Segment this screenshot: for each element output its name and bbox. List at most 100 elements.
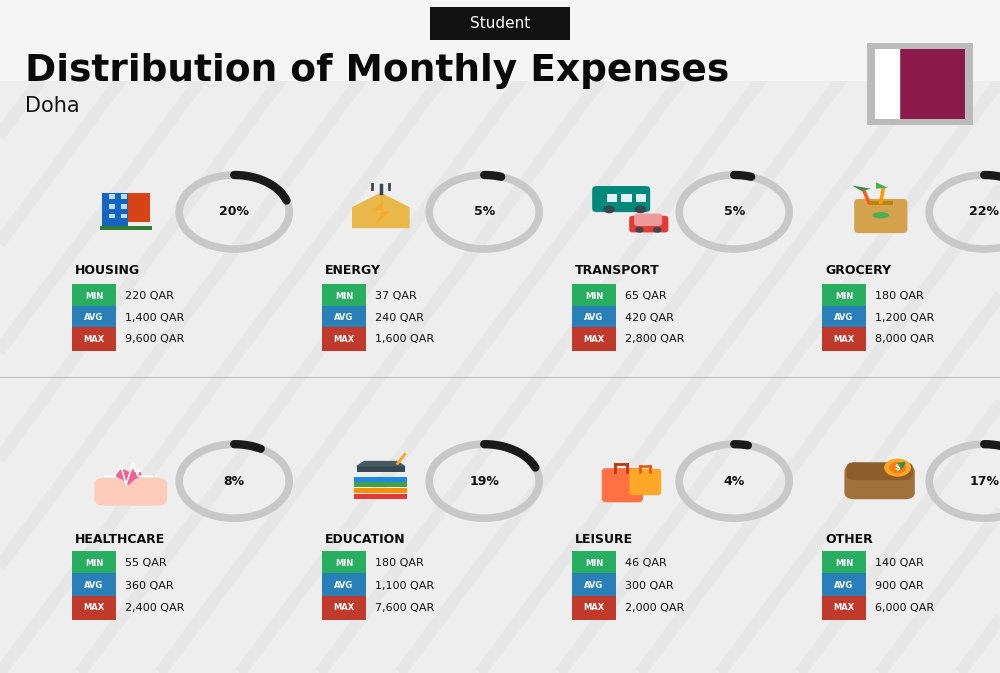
- FancyBboxPatch shape: [109, 213, 115, 219]
- Text: MIN: MIN: [85, 291, 103, 301]
- Text: AVG: AVG: [84, 581, 104, 590]
- Text: Distribution of Monthly Expenses: Distribution of Monthly Expenses: [25, 52, 729, 89]
- Text: 1,400 QAR: 1,400 QAR: [125, 313, 184, 322]
- FancyBboxPatch shape: [72, 573, 116, 598]
- Text: 65 QAR: 65 QAR: [625, 291, 667, 301]
- Text: $: $: [895, 463, 901, 472]
- Polygon shape: [891, 49, 900, 57]
- FancyBboxPatch shape: [72, 596, 116, 620]
- Polygon shape: [891, 73, 900, 80]
- Text: 20%: 20%: [219, 205, 249, 219]
- Text: MIN: MIN: [585, 559, 603, 568]
- Text: 360 QAR: 360 QAR: [125, 581, 174, 590]
- Polygon shape: [891, 112, 900, 120]
- Text: MIN: MIN: [85, 559, 103, 568]
- Text: 180 QAR: 180 QAR: [875, 291, 924, 301]
- Text: MAX: MAX: [583, 603, 605, 612]
- Text: MAX: MAX: [83, 334, 105, 344]
- FancyBboxPatch shape: [636, 194, 646, 202]
- Text: 6,000 QAR: 6,000 QAR: [875, 603, 934, 612]
- Text: MIN: MIN: [835, 291, 853, 301]
- Text: 22%: 22%: [969, 205, 999, 219]
- Text: MAX: MAX: [583, 334, 605, 344]
- FancyBboxPatch shape: [867, 43, 973, 125]
- Text: GROCERY: GROCERY: [825, 264, 891, 277]
- FancyBboxPatch shape: [322, 306, 366, 330]
- Text: MAX: MAX: [83, 603, 105, 612]
- Text: 7,600 QAR: 7,600 QAR: [375, 603, 434, 612]
- FancyBboxPatch shape: [121, 213, 127, 219]
- Text: AVG: AVG: [834, 313, 854, 322]
- Text: MAX: MAX: [333, 334, 355, 344]
- FancyBboxPatch shape: [572, 327, 616, 351]
- Text: 17%: 17%: [969, 474, 999, 488]
- Text: HOUSING: HOUSING: [75, 264, 140, 277]
- FancyBboxPatch shape: [354, 494, 407, 499]
- Text: AVG: AVG: [84, 313, 104, 322]
- Text: 4%: 4%: [724, 474, 745, 488]
- Text: OTHER: OTHER: [825, 533, 873, 546]
- Polygon shape: [891, 65, 900, 73]
- FancyBboxPatch shape: [72, 551, 116, 575]
- Text: MAX: MAX: [333, 603, 355, 612]
- Text: AVG: AVG: [584, 313, 604, 322]
- FancyBboxPatch shape: [322, 596, 366, 620]
- Polygon shape: [374, 201, 390, 223]
- Text: 9,600 QAR: 9,600 QAR: [125, 334, 184, 344]
- FancyBboxPatch shape: [572, 551, 616, 575]
- Text: 37 QAR: 37 QAR: [375, 291, 417, 301]
- FancyBboxPatch shape: [322, 551, 366, 575]
- Circle shape: [653, 227, 662, 233]
- FancyBboxPatch shape: [602, 468, 643, 502]
- Circle shape: [635, 227, 644, 233]
- FancyBboxPatch shape: [875, 49, 902, 120]
- Text: 46 QAR: 46 QAR: [625, 559, 667, 568]
- Text: TRANSPORT: TRANSPORT: [575, 264, 660, 277]
- Text: 8%: 8%: [224, 474, 245, 488]
- FancyBboxPatch shape: [572, 306, 616, 330]
- Text: 55 QAR: 55 QAR: [125, 559, 167, 568]
- Text: LEISURE: LEISURE: [575, 533, 633, 546]
- Text: 2,000 QAR: 2,000 QAR: [625, 603, 684, 612]
- Polygon shape: [352, 192, 410, 228]
- Text: 2,800 QAR: 2,800 QAR: [625, 334, 684, 344]
- Text: MAX: MAX: [833, 334, 855, 344]
- FancyBboxPatch shape: [94, 478, 167, 505]
- FancyBboxPatch shape: [72, 327, 116, 351]
- Text: 1,200 QAR: 1,200 QAR: [875, 313, 934, 322]
- Circle shape: [128, 470, 141, 479]
- FancyBboxPatch shape: [844, 465, 915, 499]
- FancyBboxPatch shape: [121, 204, 127, 209]
- Circle shape: [884, 458, 911, 476]
- Circle shape: [603, 205, 615, 213]
- Polygon shape: [891, 80, 900, 88]
- FancyBboxPatch shape: [322, 284, 366, 308]
- FancyBboxPatch shape: [322, 327, 366, 351]
- FancyBboxPatch shape: [72, 284, 116, 308]
- Polygon shape: [356, 461, 406, 466]
- Text: AVG: AVG: [834, 581, 854, 590]
- FancyBboxPatch shape: [822, 327, 866, 351]
- FancyBboxPatch shape: [869, 201, 893, 205]
- FancyBboxPatch shape: [128, 192, 150, 221]
- FancyBboxPatch shape: [100, 226, 152, 229]
- Text: 2,400 QAR: 2,400 QAR: [125, 603, 184, 612]
- Circle shape: [115, 470, 129, 479]
- FancyBboxPatch shape: [354, 476, 407, 482]
- Text: HEALTHCARE: HEALTHCARE: [75, 533, 165, 546]
- FancyBboxPatch shape: [822, 306, 866, 330]
- Text: 900 QAR: 900 QAR: [875, 581, 924, 590]
- Polygon shape: [891, 88, 900, 96]
- FancyBboxPatch shape: [822, 551, 866, 575]
- Text: MAX: MAX: [833, 603, 855, 612]
- Text: 140 QAR: 140 QAR: [875, 559, 924, 568]
- Text: Student: Student: [470, 16, 530, 31]
- FancyBboxPatch shape: [592, 186, 650, 212]
- Text: 180 QAR: 180 QAR: [375, 559, 424, 568]
- FancyBboxPatch shape: [572, 284, 616, 308]
- Polygon shape: [891, 96, 900, 104]
- Text: 1,600 QAR: 1,600 QAR: [375, 334, 434, 344]
- Polygon shape: [852, 186, 871, 191]
- Circle shape: [635, 205, 646, 213]
- Text: 5%: 5%: [724, 205, 745, 219]
